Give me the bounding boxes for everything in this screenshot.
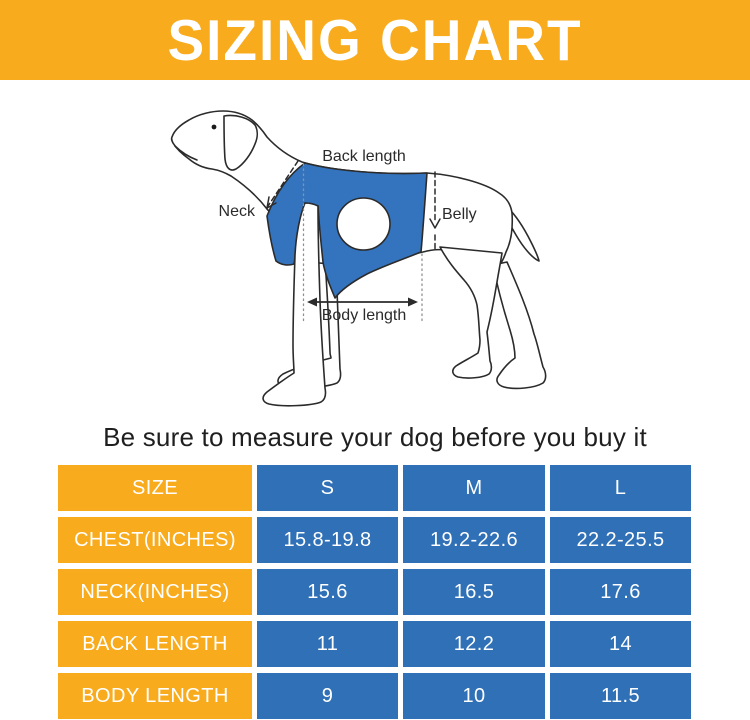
dog-ear	[223, 114, 259, 171]
body-length-arrowhead-right	[408, 297, 418, 307]
dog-measurement-diagram: Back length Neck Belly Body length	[170, 110, 547, 407]
table-cell-chest-l: 22.2-25.5	[550, 517, 691, 563]
table-cell-chest-m: 19.2-22.6	[403, 517, 545, 563]
neck-arrowhead	[266, 196, 277, 209]
table-cell-neck-s: 15.6	[257, 569, 398, 615]
table-cell-back-l: 14	[550, 621, 691, 667]
back-length-label: Back length	[322, 148, 406, 165]
table-corner-cell: SIZE	[58, 465, 252, 511]
dog-near-front-leg	[262, 202, 327, 407]
table-cell-back-m: 12.2	[403, 621, 545, 667]
table-col-header-m: M	[403, 465, 545, 511]
page-title: SIZING CHART	[167, 7, 583, 73]
belly-arrowhead	[429, 218, 441, 229]
table-cell-neck-m: 16.5	[403, 569, 545, 615]
neck-label: Neck	[219, 203, 256, 220]
size-table: SIZE S M L CHEST(INCHES) 15.8-19.8 19.2-…	[58, 465, 691, 719]
neck-arrow-line	[267, 160, 299, 207]
table-row-label-neck: NECK(INCHES)	[58, 569, 252, 615]
dog-mouth-line	[174, 145, 198, 161]
dog-eye	[211, 124, 217, 130]
body-length-arrowhead-left	[307, 297, 317, 307]
body-length-label: Body length	[322, 307, 407, 324]
belly-label: Belly	[442, 206, 477, 223]
table-col-header-s: S	[257, 465, 398, 511]
table-row-label-body-length: BODY LENGTH	[58, 673, 252, 719]
table-cell-body-s: 9	[257, 673, 398, 719]
table-row-label-back-length: BACK LENGTH	[58, 621, 252, 667]
table-cell-back-s: 11	[257, 621, 398, 667]
header-banner: SIZING CHART	[0, 0, 750, 80]
table-cell-chest-s: 15.8-19.8	[257, 517, 398, 563]
table-col-header-l: L	[550, 465, 691, 511]
table-cell-neck-l: 17.6	[550, 569, 691, 615]
table-cell-body-m: 10	[403, 673, 545, 719]
table-cell-body-l: 11.5	[550, 673, 691, 719]
dog-near-hind-leg	[439, 246, 503, 379]
dog-far-hind-leg	[492, 261, 547, 390]
measure-reminder-text: Be sure to measure your dog before you b…	[103, 422, 647, 452]
table-row-label-chest: CHEST(INCHES)	[58, 517, 252, 563]
